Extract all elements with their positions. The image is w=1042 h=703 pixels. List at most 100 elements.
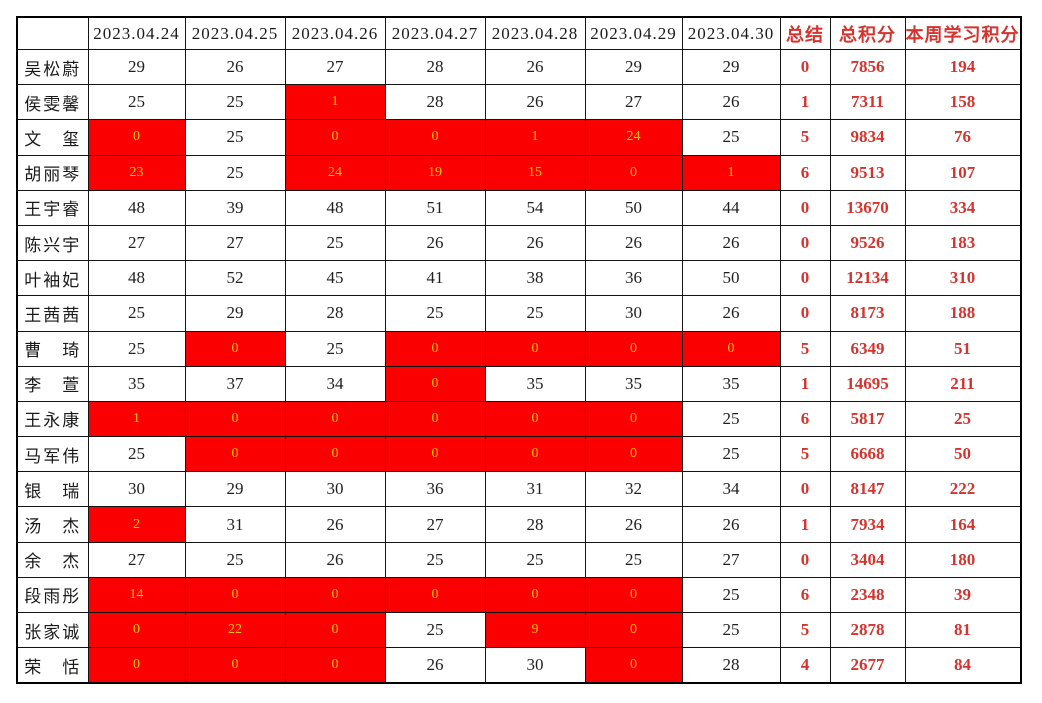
summary-count-cell: 0	[779, 224, 831, 262]
score-cell: 28	[484, 506, 586, 543]
table-row: 荣 恬 0 0 0 26 30 0 28 4 2677 84	[16, 647, 1021, 684]
total-header: 总积分	[829, 16, 906, 50]
score-cell: 29	[681, 48, 781, 86]
score-cell-highlighted: 0	[184, 647, 286, 684]
score-cell: 38	[484, 260, 586, 297]
summary-count-cell: 0	[779, 260, 831, 297]
summary-count-cell: 1	[779, 365, 831, 402]
summary-header: 总结	[779, 16, 831, 50]
score-cell: 26	[584, 506, 683, 543]
week-points-cell: 39	[904, 576, 1021, 614]
week-points-cell: 107	[904, 154, 1021, 191]
score-cell-highlighted: 0	[87, 647, 186, 684]
score-cell-highlighted: 24	[584, 119, 683, 156]
score-cell-highlighted: 0	[87, 119, 186, 156]
week-points-cell: 81	[904, 611, 1021, 649]
score-cell: 41	[384, 260, 486, 297]
score-cell: 26	[484, 84, 586, 121]
summary-count-cell: 5	[779, 436, 831, 473]
score-cell: 34	[284, 365, 386, 402]
table-row: 段雨彤 14 0 0 0 0 0 25 6 2348 39	[16, 576, 1021, 614]
score-cell-highlighted: 0	[284, 436, 386, 473]
score-cell-highlighted: 0	[484, 330, 586, 367]
score-cell: 25	[681, 119, 781, 156]
score-cell: 48	[87, 260, 186, 297]
score-cell: 30	[584, 295, 683, 332]
score-cell: 50	[584, 189, 683, 226]
week-points-cell: 188	[904, 295, 1021, 332]
score-cell: 25	[184, 119, 286, 156]
score-cell: 45	[284, 260, 386, 297]
score-cell: 25	[87, 84, 186, 121]
student-name: 银 瑞	[16, 471, 89, 508]
table-row: 叶袖妃 48 52 45 41 38 36 50 0 12134 310	[16, 260, 1021, 297]
score-cell-highlighted: 0	[584, 576, 683, 614]
score-cell: 35	[87, 365, 186, 402]
student-name: 吴松蔚	[16, 48, 89, 86]
score-cell: 27	[681, 541, 781, 578]
date-header-3: 2023.04.27	[384, 16, 486, 50]
student-name: 李 萱	[16, 365, 89, 402]
score-cell: 26	[484, 224, 586, 262]
score-cell: 34	[681, 471, 781, 508]
score-cell: 28	[284, 295, 386, 332]
score-cell: 26	[681, 224, 781, 262]
score-cell-highlighted: 1	[681, 154, 781, 191]
week-points-cell: 50	[904, 436, 1021, 473]
score-cell: 50	[681, 260, 781, 297]
student-name: 叶袖妃	[16, 260, 89, 297]
score-cell: 25	[284, 330, 386, 367]
score-cell-highlighted: 1	[87, 400, 186, 438]
table-row: 张家诚 0 22 0 25 9 0 25 5 2878 81	[16, 611, 1021, 649]
week-points-cell: 211	[904, 365, 1021, 402]
score-cell: 36	[384, 471, 486, 508]
score-cell: 26	[484, 48, 586, 86]
score-cell: 25	[384, 541, 486, 578]
total-points-cell: 8173	[829, 295, 906, 332]
student-name: 文 玺	[16, 119, 89, 156]
table-row: 侯雯馨 25 25 1 28 26 27 26 1 7311 158	[16, 84, 1021, 121]
summary-count-cell: 0	[779, 48, 831, 86]
score-cell-highlighted: 0	[584, 611, 683, 649]
student-name: 余 杰	[16, 541, 89, 578]
week-header: 本周学习积分	[904, 16, 1021, 50]
header-row: 2023.04.24 2023.04.25 2023.04.26 2023.04.27…	[16, 16, 1021, 50]
score-cell-highlighted: 0	[284, 400, 386, 438]
score-cell: 27	[87, 224, 186, 262]
score-cell-highlighted: 0	[584, 647, 683, 684]
score-cell: 28	[384, 84, 486, 121]
score-cell-highlighted: 14	[87, 576, 186, 614]
score-cell: 29	[184, 295, 286, 332]
student-name: 胡丽琴	[16, 154, 89, 191]
score-cell-highlighted: 0	[184, 400, 286, 438]
score-cell-highlighted: 1	[284, 84, 386, 121]
score-cell: 35	[484, 365, 586, 402]
summary-count-cell: 6	[779, 154, 831, 191]
score-cell-highlighted: 0	[384, 330, 486, 367]
score-cell: 25	[584, 541, 683, 578]
score-cell-highlighted: 0	[584, 330, 683, 367]
total-points-cell: 2677	[829, 647, 906, 684]
total-points-cell: 12134	[829, 260, 906, 297]
score-cell: 25	[384, 295, 486, 332]
week-points-cell: 158	[904, 84, 1021, 121]
score-cell-highlighted: 0	[484, 400, 586, 438]
week-points-cell: 194	[904, 48, 1021, 86]
weekly-score-table: 2023.04.24 2023.04.25 2023.04.26 2023.04.27…	[16, 16, 1022, 685]
score-cell: 25	[681, 436, 781, 473]
student-name: 曹 琦	[16, 330, 89, 367]
student-name: 陈兴宇	[16, 224, 89, 262]
student-name: 汤 杰	[16, 506, 89, 543]
score-cell: 29	[584, 48, 683, 86]
score-cell: 25	[184, 154, 286, 191]
score-cell: 27	[584, 84, 683, 121]
total-points-cell: 14695	[829, 365, 906, 402]
date-header-0: 2023.04.24	[87, 16, 186, 50]
summary-count-cell: 4	[779, 647, 831, 684]
score-cell: 39	[184, 189, 286, 226]
student-name: 王永康	[16, 400, 89, 438]
score-cell-highlighted: 22	[184, 611, 286, 649]
score-cell: 52	[184, 260, 286, 297]
total-points-cell: 7856	[829, 48, 906, 86]
total-points-cell: 6668	[829, 436, 906, 473]
